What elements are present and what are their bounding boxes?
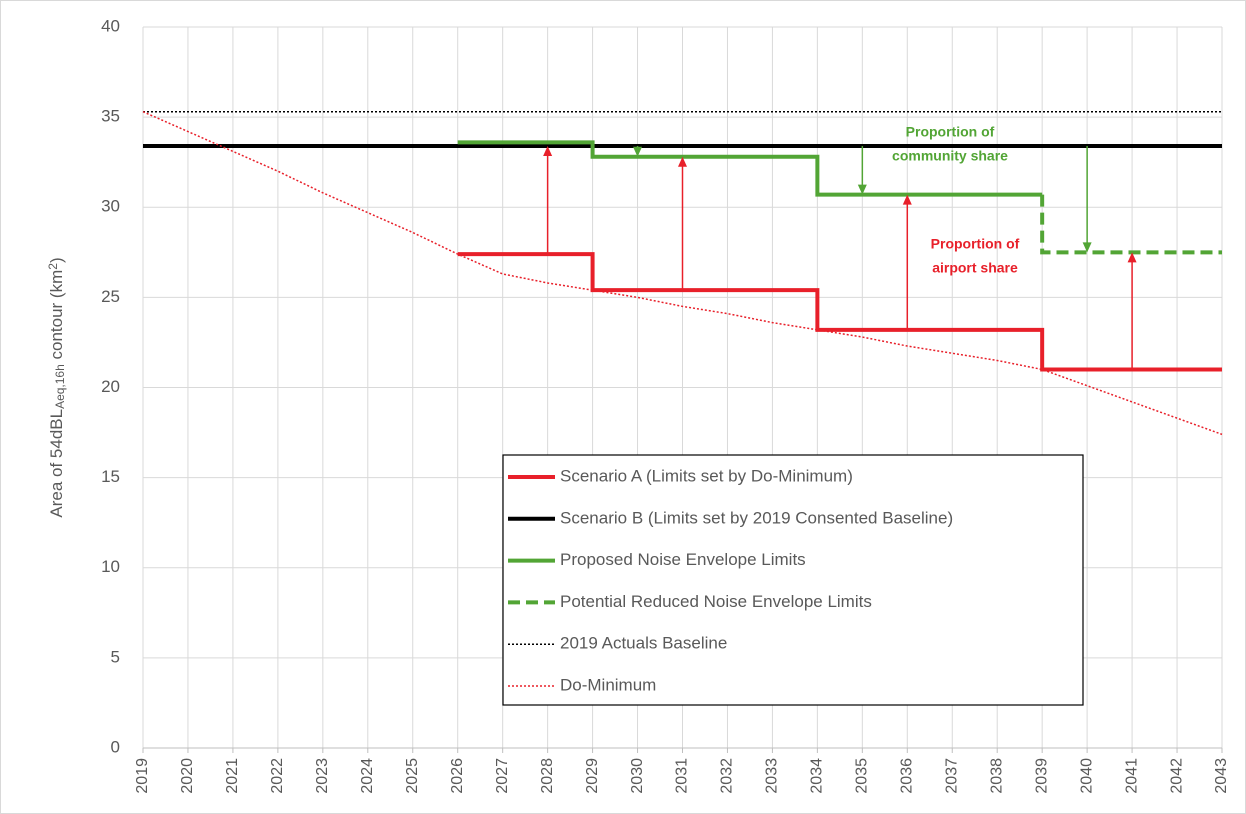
x-tick-label: 2037 bbox=[943, 758, 960, 794]
series-line bbox=[142, 111, 1223, 436]
x-tick-label: 2021 bbox=[224, 758, 241, 794]
y-axis-label: Area of 54dBLAeq,16h contour (km2) bbox=[46, 257, 67, 517]
y-tick-label: 25 bbox=[101, 287, 120, 306]
arrow-head bbox=[902, 194, 912, 205]
arrow-head bbox=[1082, 242, 1092, 253]
x-tick-label: 2019 bbox=[134, 758, 151, 794]
legend-label: Do-Minimum bbox=[560, 675, 656, 694]
y-tick-label: 10 bbox=[101, 557, 120, 576]
arrow-head bbox=[543, 145, 553, 156]
y-tick-label: 15 bbox=[101, 467, 120, 486]
x-tick-label: 2038 bbox=[988, 758, 1005, 794]
y-tick-label: 30 bbox=[101, 197, 120, 216]
legend-label: 2019 Actuals Baseline bbox=[560, 634, 727, 653]
arrow-head bbox=[678, 156, 687, 167]
legend-label: Proposed Noise Envelope Limits bbox=[560, 550, 806, 569]
x-tick-label: 2034 bbox=[809, 758, 826, 794]
x-tick-label: 2024 bbox=[359, 758, 376, 794]
y-axis-label-part: ) bbox=[47, 257, 66, 263]
annotation: community share bbox=[892, 148, 1008, 164]
legend-box bbox=[502, 454, 1084, 706]
legend-label: Scenario A (Limits set by Do-Minimum) bbox=[560, 466, 853, 485]
x-tick-label: 2027 bbox=[494, 758, 511, 794]
y-axis-label-part: 2 bbox=[46, 263, 60, 270]
y-tick-label: 20 bbox=[101, 377, 120, 396]
arrow-head bbox=[1127, 252, 1137, 263]
x-tick-label: 2022 bbox=[269, 758, 286, 794]
annotation: Proportion of bbox=[906, 124, 995, 140]
x-tick-label: 2023 bbox=[314, 758, 331, 794]
x-tick-label: 2043 bbox=[1213, 758, 1230, 794]
x-tick-label: 2042 bbox=[1168, 758, 1185, 794]
annotation: Proportion of bbox=[931, 236, 1020, 252]
series-line bbox=[457, 252, 1222, 372]
x-tick-label: 2026 bbox=[449, 758, 466, 794]
y-axis-label-part: Area of 54dBL bbox=[47, 409, 66, 518]
x-tick-label: 2035 bbox=[854, 758, 871, 794]
x-tick-label: 2025 bbox=[404, 758, 421, 794]
x-tick-label: 2030 bbox=[629, 758, 646, 794]
x-tick-label: 2031 bbox=[674, 758, 691, 794]
legend-label: Scenario B (Limits set by 2019 Consented… bbox=[560, 508, 953, 527]
arrow-head bbox=[857, 184, 867, 195]
y-axis-label-part: Aeq,16h bbox=[53, 364, 67, 409]
annotation: airport share bbox=[932, 260, 1018, 276]
x-tick-label: 2033 bbox=[764, 758, 781, 794]
series-line bbox=[1040, 194, 1222, 255]
arrow-head bbox=[633, 146, 643, 157]
y-tick-label: 35 bbox=[101, 107, 120, 126]
x-tick-label: 2029 bbox=[584, 758, 601, 794]
series-line bbox=[457, 140, 1043, 197]
x-tick-label: 2036 bbox=[899, 758, 916, 794]
y-tick-label: 0 bbox=[111, 737, 120, 756]
legend-label: Potential Reduced Noise Envelope Limits bbox=[560, 592, 872, 611]
x-tick-label: 2041 bbox=[1123, 758, 1140, 794]
y-tick-label: 40 bbox=[101, 16, 120, 35]
y-tick-label: 5 bbox=[111, 647, 120, 666]
x-tick-label: 2032 bbox=[719, 758, 736, 794]
y-axis-label-part: contour (km bbox=[47, 270, 66, 364]
x-tick-label: 2020 bbox=[179, 758, 196, 794]
x-tick-label: 2028 bbox=[539, 758, 556, 794]
x-tick-label: 2039 bbox=[1033, 758, 1050, 794]
x-tick-label: 2040 bbox=[1078, 758, 1095, 794]
